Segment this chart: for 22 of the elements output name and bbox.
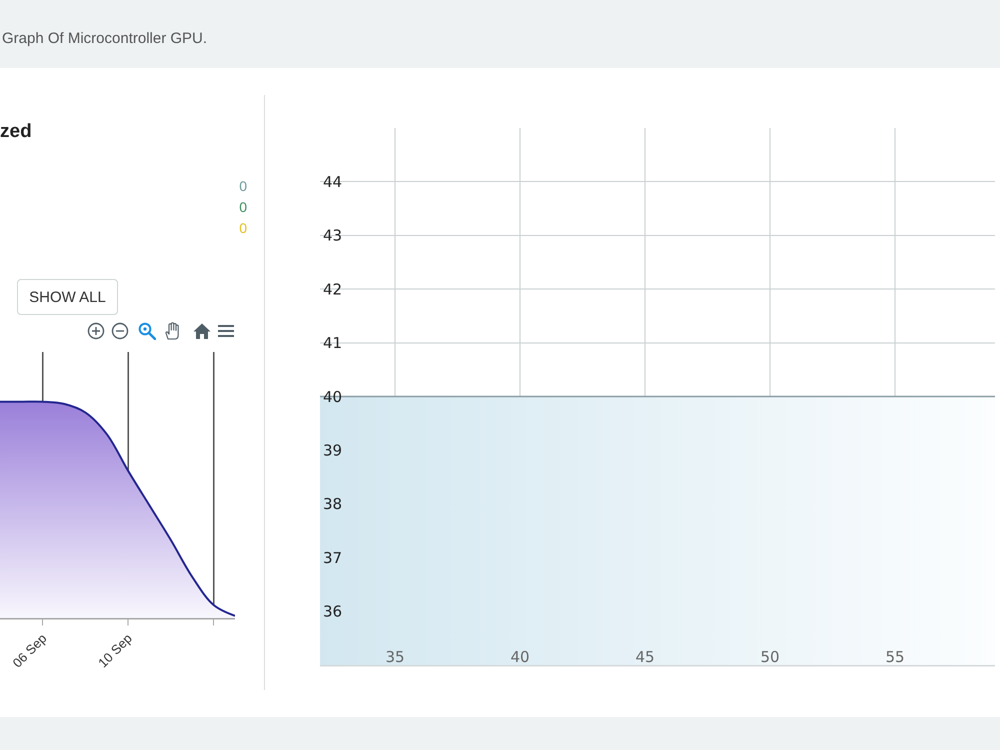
x-tick-label: 10 Sep: [95, 630, 135, 670]
text: 0: [239, 219, 247, 237]
chart-title: zed: [0, 121, 32, 143]
x-tick-label: 35: [385, 648, 405, 666]
text: 0: [239, 177, 247, 195]
x-tick-label: 06 Sep: [10, 630, 50, 670]
x-tick-label: 40: [510, 648, 530, 666]
x-tick-label: 55: [885, 648, 905, 666]
y-tick-label: 41: [323, 334, 342, 352]
x-tick-label: 45: [635, 648, 655, 666]
y-tick-label: 42: [323, 280, 342, 298]
y-tick-label: 37: [323, 548, 342, 567]
y-tick-label: 36: [323, 602, 342, 621]
text: 0: [239, 198, 247, 216]
y-tick-label: 44: [323, 172, 342, 191]
text: Graph Of Microcontroller GPU.: [2, 30, 208, 47]
y-tick-label: 38: [323, 495, 342, 514]
x-tick-label: 50: [760, 648, 780, 666]
y-tick-label: 39: [323, 441, 342, 460]
button[interactable]: SHOW ALL: [17, 279, 118, 315]
y-tick-label: 40: [323, 388, 342, 406]
y-tick-label: 43: [323, 226, 342, 245]
